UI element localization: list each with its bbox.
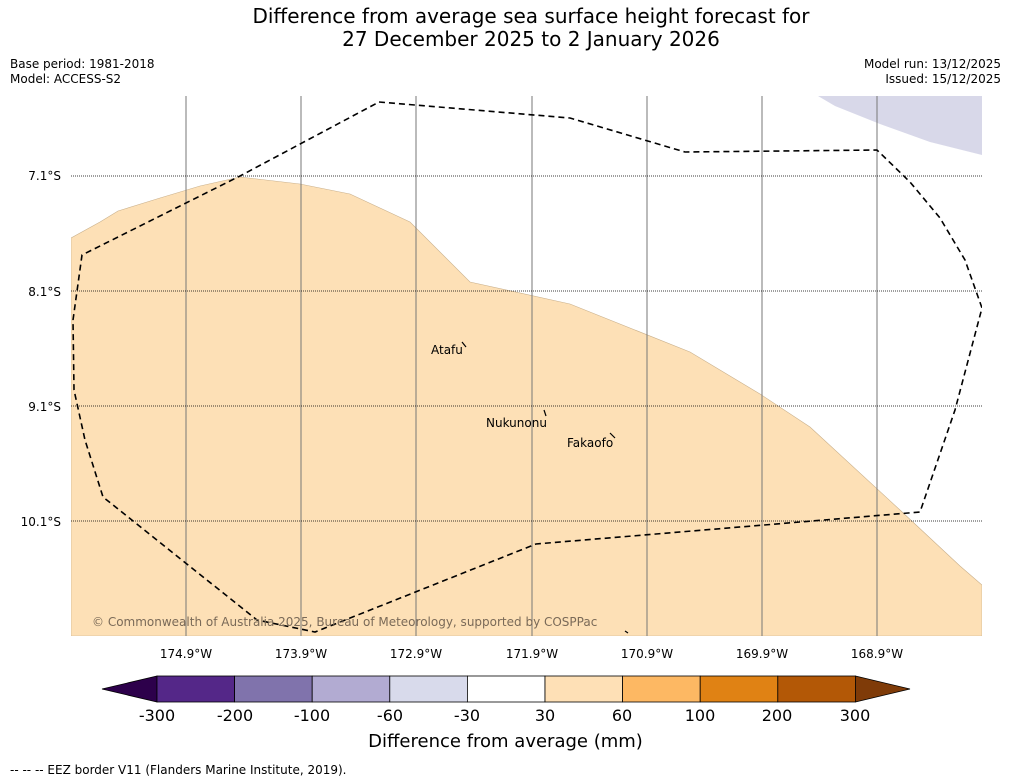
- lon-label-174-9: 174.9°W: [159, 647, 213, 661]
- colorbar-extend-high: [855, 675, 911, 703]
- lat-label-10-1: 10.1°S: [20, 515, 61, 529]
- meta-right: Model run: 13/12/2025 Issued: 15/12/2025: [864, 57, 1001, 87]
- meta-left: Base period: 1981-2018 Model: ACCESS-S2: [10, 57, 155, 87]
- place-label-nukunonu: Nukunonu: [486, 416, 547, 430]
- colorbar-segment: [777, 675, 856, 703]
- colorbar-segment: [311, 675, 391, 703]
- colorbar-tick-label: 100: [684, 706, 716, 725]
- colorbar-segment: [156, 675, 235, 703]
- colorbar-tick-label: 300: [839, 706, 871, 725]
- base-period-text: Base period: 1981-2018: [10, 57, 155, 71]
- colorbar-tick-label: 30: [534, 706, 556, 725]
- issued-text: Issued: 15/12/2025: [885, 72, 1001, 86]
- colorbar-tick-label: -100: [293, 706, 331, 725]
- colorbar-extend-low: [101, 675, 158, 703]
- place-label-atafu: Atafu: [431, 343, 463, 357]
- colorbar: [101, 675, 911, 703]
- colorbar-tick-label: -30: [453, 706, 481, 725]
- lon-label-172-9: 172.9°W: [389, 647, 443, 661]
- model-text: Model: ACCESS-S2: [10, 72, 122, 86]
- lat-label-9-1: 9.1°S: [28, 400, 61, 414]
- lat-label-8-1: 8.1°S: [28, 285, 61, 299]
- eez-legend-note: -- -- -- EEZ border V11 (Flanders Marine…: [10, 763, 347, 777]
- lat-label-7-1: 7.1°S: [28, 169, 61, 183]
- eez-border: [72, 101, 982, 633]
- lon-label-168-9: 168.9°W: [850, 647, 904, 661]
- title-line-1: Difference from average sea surface heig…: [252, 4, 810, 28]
- place-label-fakaofo: Fakaofo: [567, 436, 613, 450]
- colorbar-tick-label: 200: [761, 706, 793, 725]
- fakaofo-island: [609, 432, 616, 439]
- colorbar-tick-label: 60: [611, 706, 633, 725]
- copyright-text: © Commonwealth of Australia 2025, Bureau…: [92, 615, 597, 629]
- title-line-2: 27 December 2025 to 2 January 2026: [342, 27, 720, 51]
- colorbar-tick-label: -300: [138, 706, 176, 725]
- map-area: Atafu Nukunonu Fakaofo © Commonwealth of…: [71, 96, 982, 636]
- lon-label-171-9: 171.9°W: [505, 647, 559, 661]
- chart-title: Difference from average sea surface heig…: [0, 5, 1011, 51]
- lon-gridlines: [185, 96, 878, 636]
- colorbar-tick-label: -200: [216, 706, 254, 725]
- colorbar-segment: [622, 675, 701, 703]
- nukunonu-island: [543, 409, 547, 417]
- positive-anomaly-region: [71, 176, 982, 636]
- colorbar-segment: [389, 675, 468, 703]
- colorbar-title: Difference from average (mm): [368, 731, 643, 752]
- lon-label-169-9: 169.9°W: [735, 647, 789, 661]
- negative-anomaly-region: [818, 96, 982, 155]
- lon-label-170-9: 170.9°W: [620, 647, 674, 661]
- lon-label-173-9: 173.9°W: [274, 647, 328, 661]
- colorbar-segment: [544, 675, 623, 703]
- colorbar-segment: [699, 675, 779, 703]
- islands: [461, 341, 629, 634]
- colorbar-segment: [466, 675, 546, 703]
- model-run-text: Model run: 13/12/2025: [863, 57, 1001, 71]
- colorbar-segment: [234, 675, 313, 703]
- atafu-island: [461, 341, 467, 348]
- colorbar-tick-label: -60: [376, 706, 404, 725]
- small-island: [624, 630, 629, 634]
